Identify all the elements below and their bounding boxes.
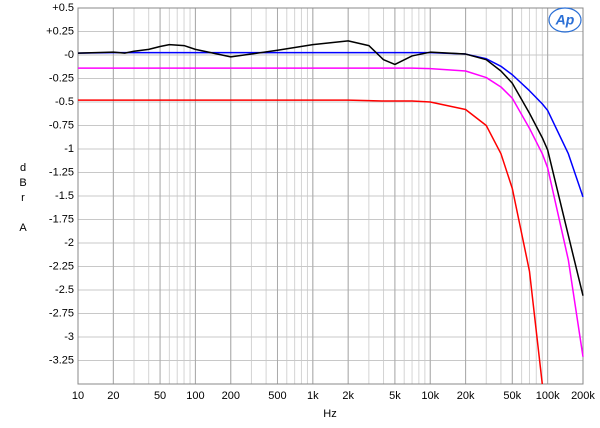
y-tick-label: -1 — [64, 143, 74, 155]
y-tick-label: -1.75 — [49, 213, 74, 225]
x-tick-label: 1k — [307, 390, 319, 402]
x-tick-label: 2k — [342, 390, 354, 402]
y-tick-label: -2.5 — [55, 284, 74, 296]
series-line — [78, 99, 544, 385]
y-tick-label: -2.25 — [49, 260, 74, 272]
x-tick-label: 200k — [571, 390, 595, 402]
series-line — [77, 40, 584, 296]
y-tick-label: -2 — [64, 237, 74, 249]
y-tick-label: -0.5 — [55, 96, 74, 108]
x-tick-label: 10k — [421, 390, 439, 402]
x-axis-label: Hz — [323, 408, 336, 420]
x-tick-label: 50k — [503, 390, 521, 402]
series-line — [78, 67, 584, 357]
y-tick-label: -0.75 — [49, 119, 74, 131]
y-tick-label: -0 — [64, 49, 74, 61]
y-tick-label: -1.25 — [49, 166, 74, 178]
x-tick-label: 20 — [107, 390, 119, 402]
y-tick-label: -2.75 — [49, 307, 74, 319]
x-tick-label: 5k — [389, 390, 401, 402]
y-tick-label: -1.5 — [55, 190, 74, 202]
x-tick-label: 50 — [154, 390, 166, 402]
logo: Ap — [555, 12, 575, 28]
y-tick-label: +0.5 — [52, 2, 74, 14]
x-tick-label: 200 — [222, 390, 240, 402]
series-line — [77, 51, 584, 198]
x-tick-label: 100 — [186, 390, 204, 402]
x-tick-label: 20k — [457, 390, 475, 402]
y-axis-label: dBr A — [17, 162, 29, 237]
y-tick-label: -3 — [64, 331, 74, 343]
logo-badge — [548, 7, 582, 33]
x-tick-label: 10 — [72, 390, 84, 402]
x-tick-label: 100k — [536, 390, 560, 402]
y-tick-label: -3.25 — [49, 354, 74, 366]
y-tick-label: -0.25 — [49, 72, 74, 84]
x-tick-label: 500 — [268, 390, 286, 402]
y-tick-label: +0.25 — [46, 25, 74, 37]
